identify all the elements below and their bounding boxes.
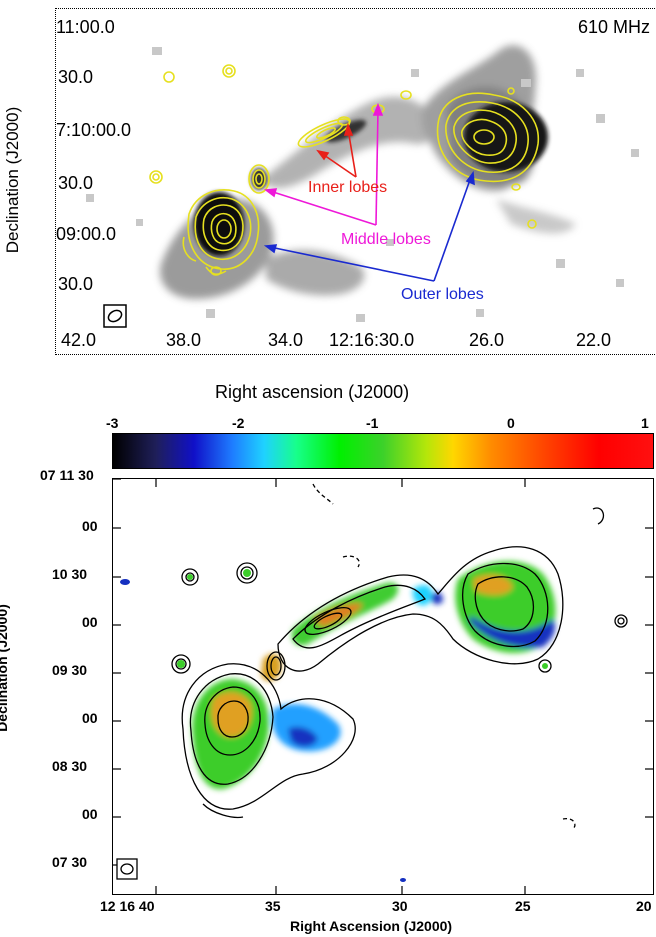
colorbar-tick: -3	[106, 415, 119, 431]
top-x-axis-label: Right ascension (J2000)	[215, 382, 410, 402]
scatter-blobs	[120, 569, 548, 882]
colorbar-tick: -1	[366, 415, 379, 431]
y-tick: 00	[82, 806, 98, 822]
y-tick: 00	[82, 614, 98, 630]
y-tick: 10 30	[52, 566, 88, 582]
y-tick: 7:10:00.0	[56, 120, 132, 140]
noise-pixels	[86, 47, 639, 322]
radio-emission-map	[86, 45, 639, 328]
x-tick: 26.0	[469, 330, 505, 350]
colorbar-tick: -2	[232, 415, 245, 431]
spectral-index-image	[113, 479, 653, 894]
spectral-index-map	[112, 478, 654, 895]
frequency-label: 610 MHz	[577, 17, 650, 37]
middle-lobes-label: Middle lobes	[341, 231, 431, 248]
y-tick: 08 30	[52, 758, 88, 774]
y-tick: 30.0	[58, 67, 94, 87]
x-tick: 35	[265, 898, 281, 914]
y-tick: 07 30	[52, 854, 88, 870]
inner-lobe-arrows	[316, 122, 357, 178]
x-tick: 12:16:30.0	[329, 330, 415, 350]
beam-marker	[103, 304, 127, 328]
y-tick: 00	[82, 710, 98, 726]
y-tick: 00	[82, 518, 98, 534]
x-tick: 25	[515, 898, 531, 914]
y-tick: 30.0	[58, 274, 94, 294]
spectral-index-colors	[192, 561, 556, 790]
x-tick: 20	[636, 898, 652, 914]
y-tick: 09 30	[52, 662, 88, 678]
bottom-x-axis-label: Right Ascension (J2000)	[290, 918, 453, 934]
beam-marker-bottom	[116, 858, 138, 880]
y-tick: 11:00.0	[56, 17, 115, 37]
x-tick: 12 16 40	[100, 898, 155, 914]
contours-bottom	[171, 483, 628, 830]
x-tick: 34.0	[268, 330, 304, 350]
diffuse-emission	[160, 45, 576, 299]
outer-lobes-label: Outer lobes	[401, 286, 484, 303]
spectral-index-colorbar	[112, 433, 654, 469]
y-tick: 09:00.0	[56, 224, 117, 244]
x-tick: 42.0	[61, 330, 97, 350]
x-tick: 30	[392, 898, 408, 914]
contours-610	[149, 64, 539, 276]
x-tick: 38.0	[166, 330, 202, 350]
bottom-y-axis-label: Declination (J2000)	[0, 604, 10, 732]
radio-image-610mhz: 610 MHz 11:00.0 30.0 7:10:00.0 30.0 09:0…	[55, 8, 656, 355]
tick-marks	[113, 479, 653, 894]
colorbar-tick: 0	[507, 415, 515, 431]
inner-lobes-label: Inner lobes	[308, 179, 388, 196]
outer-lobe-arrows	[263, 170, 475, 282]
y-tick: 30.0	[58, 173, 94, 193]
colorbar-tick: 1	[641, 415, 649, 431]
top-y-axis-label: Declination (J2000)	[3, 106, 23, 254]
x-tick: 22.0	[576, 330, 612, 350]
y-tick: 07 11 30	[40, 467, 94, 483]
middle-lobe-arrows	[263, 102, 384, 226]
